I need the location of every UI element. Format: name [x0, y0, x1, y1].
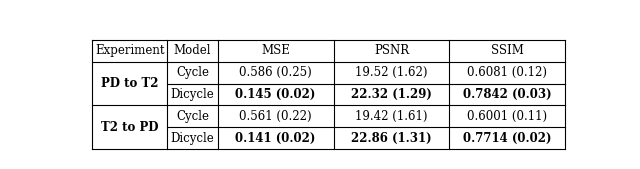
Text: 19.42 (1.61): 19.42 (1.61) — [355, 110, 428, 123]
Text: Experiment: Experiment — [95, 44, 164, 57]
Text: 0.561 (0.22): 0.561 (0.22) — [239, 110, 312, 123]
Text: 0.145 (0.02): 0.145 (0.02) — [236, 88, 316, 101]
Text: 22.32 (1.29): 22.32 (1.29) — [351, 88, 432, 101]
Text: Cycle: Cycle — [176, 110, 209, 123]
Text: 0.6081 (0.12): 0.6081 (0.12) — [467, 66, 547, 79]
Text: MSE: MSE — [261, 44, 290, 57]
Text: PSNR: PSNR — [374, 44, 409, 57]
Text: 19.52 (1.62): 19.52 (1.62) — [355, 66, 428, 79]
Text: 0.7714 (0.02): 0.7714 (0.02) — [463, 132, 552, 145]
Text: 0.586 (0.25): 0.586 (0.25) — [239, 66, 312, 79]
Text: T2 to PD: T2 to PD — [101, 121, 159, 134]
Text: Cycle: Cycle — [176, 66, 209, 79]
Text: Dicycle: Dicycle — [171, 88, 214, 101]
Text: SSIM: SSIM — [491, 44, 524, 57]
Text: PD to T2: PD to T2 — [101, 77, 159, 90]
Text: Model: Model — [173, 44, 211, 57]
Text: 0.7842 (0.03): 0.7842 (0.03) — [463, 88, 552, 101]
Text: Dicycle: Dicycle — [171, 132, 214, 145]
Text: 22.86 (1.31): 22.86 (1.31) — [351, 132, 432, 145]
Text: 0.6001 (0.11): 0.6001 (0.11) — [467, 110, 547, 123]
Text: 0.141 (0.02): 0.141 (0.02) — [236, 132, 316, 145]
